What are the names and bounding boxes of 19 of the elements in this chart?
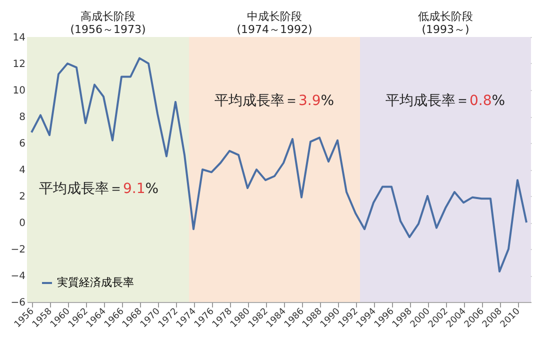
band-label: 中成长阶段 (1974～1992) [236,10,312,36]
y-tick-label: −2 [10,244,26,256]
y-tick-label: 10 [12,86,26,96]
y-tick-label: 12 [12,59,26,70]
y-tick-label: 2 [19,192,26,202]
y-tick-label: 6 [19,138,26,150]
legend-label: 実質経済成長率 [57,276,134,289]
annotation: 平均成長率＝3.9% [214,92,334,110]
y-tick-label: −6 [10,298,26,308]
y-tick-label: 14 [12,32,26,44]
annotation: 平均成長率＝0.8% [386,92,506,110]
line-series [30,57,528,273]
annotation: 平均成長率＝9.1% [39,180,159,198]
band-label: 高成长阶段 (1956～1973) [70,10,146,36]
y-tick-label: 4 [19,165,26,176]
y-tick-label: 0 [19,218,26,229]
y-tick-label: 8 [19,112,26,123]
y-tick-label: −4 [10,271,26,282]
band-label: 低成长阶段 (1993～) [418,10,473,36]
